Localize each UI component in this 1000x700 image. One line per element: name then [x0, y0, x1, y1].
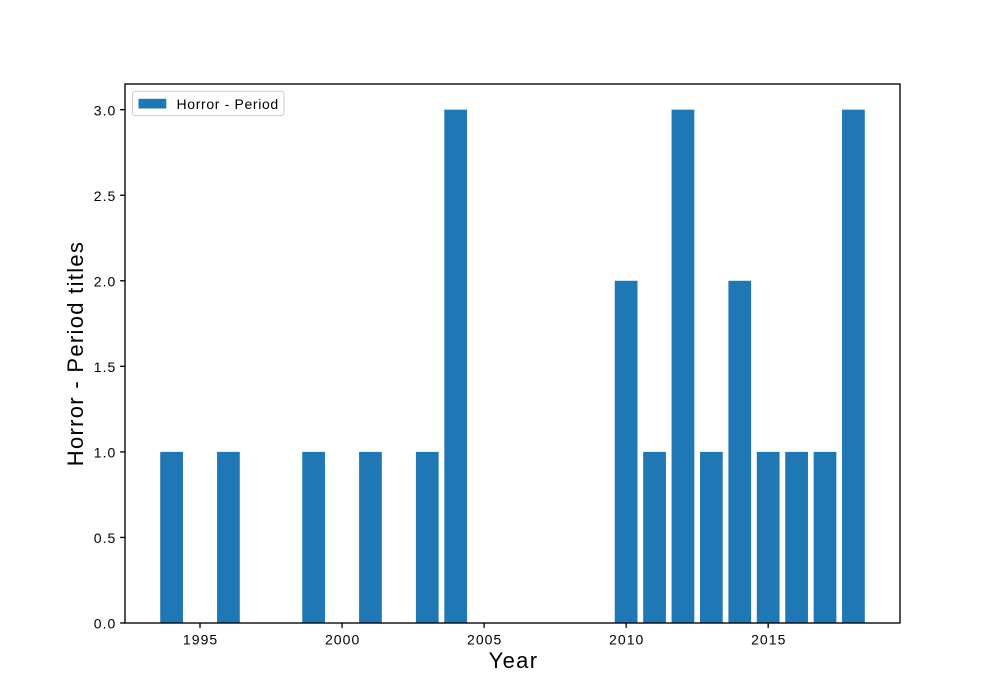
- svg-text:Year: Year: [489, 648, 539, 673]
- svg-text:2000: 2000: [325, 631, 360, 647]
- svg-text:1995: 1995: [183, 631, 218, 647]
- svg-text:0.5: 0.5: [94, 530, 117, 546]
- svg-text:Horror - Period: Horror - Period: [177, 96, 279, 112]
- svg-text:2.5: 2.5: [94, 188, 117, 204]
- svg-text:2010: 2010: [609, 631, 644, 647]
- svg-text:2.0: 2.0: [94, 273, 117, 289]
- svg-text:3.0: 3.0: [94, 102, 117, 118]
- svg-text:0.0: 0.0: [94, 616, 117, 632]
- svg-text:1.0: 1.0: [94, 444, 117, 460]
- svg-text:Horror - Period titles: Horror - Period titles: [63, 241, 88, 466]
- svg-text:1.5: 1.5: [94, 359, 117, 375]
- svg-text:2005: 2005: [467, 631, 502, 647]
- svg-text:2015: 2015: [751, 631, 786, 647]
